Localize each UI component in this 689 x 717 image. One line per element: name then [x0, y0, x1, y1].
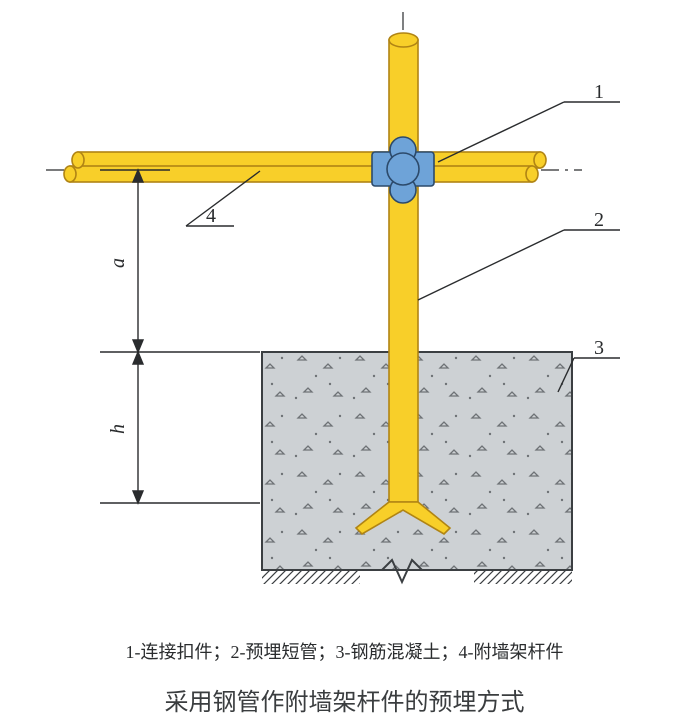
dim-h-label: h — [107, 424, 129, 434]
callout-1: 1 — [594, 81, 604, 103]
callout-3: 3 — [594, 337, 604, 359]
coupler — [372, 137, 434, 203]
legend-text: 1-连接扣件；2-预埋短管；3-钢筋混凝土；4-附墙架杆件 — [0, 638, 689, 664]
dim-a-label: a — [107, 258, 129, 268]
diagram-canvas: a h 1 2 3 4 1-连接扣件；2-预埋短管；3-钢筋混凝土；4-附墙架杆… — [0, 0, 689, 717]
diagram-svg: a h 1 2 3 4 — [0, 0, 689, 610]
caption-text: 采用钢管作附墙架杆件的预埋方式 — [0, 682, 689, 717]
callout-4: 4 — [206, 205, 216, 227]
callout-2: 2 — [594, 209, 604, 231]
